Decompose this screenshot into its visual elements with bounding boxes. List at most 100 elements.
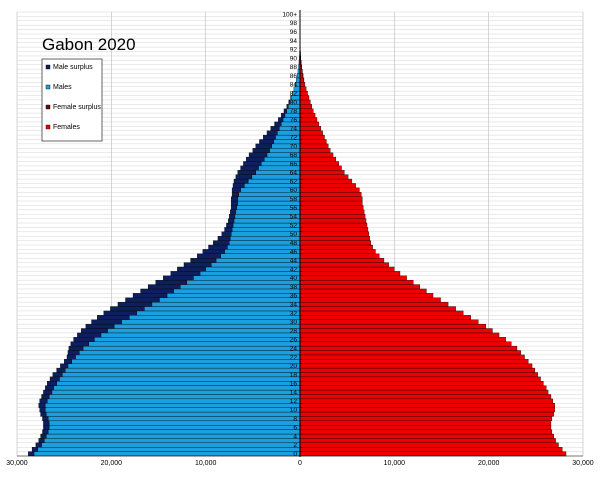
- male-surplus-bar: [155, 279, 187, 285]
- age-label: 86: [290, 73, 298, 80]
- female-bar: [299, 192, 362, 197]
- male-surplus-bar: [60, 363, 69, 369]
- male-bar: [45, 403, 301, 408]
- male-bar: [121, 319, 301, 325]
- male-surplus-bar: [224, 227, 233, 232]
- age-label: 12: [290, 398, 298, 405]
- age-label: 64: [290, 170, 298, 177]
- female-bar: [299, 389, 549, 395]
- x-tick-label: 20,000: [478, 460, 500, 467]
- male-bar: [48, 420, 301, 426]
- male-surplus-bar: [278, 117, 284, 123]
- male-surplus-bar: [170, 271, 201, 276]
- male-surplus-bar: [77, 332, 102, 338]
- female-bar: [299, 205, 364, 210]
- female-bar: [299, 227, 369, 232]
- male-surplus-bar: [243, 161, 262, 167]
- female-bar: [299, 315, 471, 320]
- male-surplus-bar: [28, 451, 35, 457]
- male-surplus-bar: [230, 200, 238, 206]
- male-surplus-bar: [91, 319, 122, 325]
- age-label: 18: [290, 372, 298, 379]
- age-label: 66: [290, 161, 298, 168]
- female-bar: [299, 442, 559, 448]
- male-bar: [51, 389, 301, 395]
- age-label: 74: [290, 126, 298, 133]
- male-surplus-bar: [56, 367, 66, 373]
- x-tick-label: 20,000: [101, 460, 123, 467]
- male-surplus-bar: [288, 99, 290, 105]
- female-bar: [299, 416, 553, 422]
- age-label: 82: [290, 91, 298, 98]
- age-label: 30: [290, 319, 298, 326]
- age-label: 20: [290, 363, 298, 370]
- male-surplus-bar: [85, 323, 115, 329]
- male-surplus-bar: [68, 345, 84, 351]
- male-bar: [224, 249, 301, 254]
- age-label: 42: [290, 266, 298, 273]
- female-bar: [299, 275, 407, 281]
- age-label: 22: [290, 354, 298, 361]
- female-bar: [299, 359, 529, 364]
- legend: Male surplus Males Female surplus Females: [41, 58, 103, 142]
- male-surplus-bar: [248, 152, 268, 158]
- male-bar: [166, 293, 301, 298]
- age-label: 78: [290, 108, 298, 115]
- male-surplus-bar: [226, 222, 234, 228]
- age-label: 72: [290, 134, 298, 141]
- male-surplus-bar: [230, 196, 238, 202]
- age-label: 36: [290, 293, 298, 300]
- male-surplus-bar: [52, 372, 63, 378]
- male-surplus-bar: [255, 143, 272, 149]
- male-bar: [144, 306, 301, 312]
- chart-title: Gabon 2020: [42, 35, 136, 54]
- age-label: 98: [290, 20, 298, 27]
- age-label: 14: [290, 389, 298, 396]
- legend-swatch: [45, 64, 51, 70]
- age-label: 56: [290, 205, 298, 212]
- male-bar: [44, 438, 301, 443]
- age-label: 80: [290, 99, 298, 106]
- age-label: 94: [290, 38, 298, 45]
- male-bar: [88, 341, 301, 347]
- male-bar: [113, 323, 301, 329]
- male-bar: [48, 394, 301, 400]
- male-surplus-bar: [49, 376, 60, 382]
- female-bar: [299, 200, 363, 206]
- legend-label: Females: [53, 124, 80, 131]
- male-bar: [100, 332, 301, 338]
- female-bar: [299, 218, 367, 224]
- age-label: 100+: [282, 11, 297, 18]
- x-tick-label: 10,000: [384, 460, 406, 467]
- male-bar: [47, 416, 301, 422]
- female-bar: [299, 398, 553, 404]
- female-bar: [299, 332, 500, 338]
- male-surplus-bar: [80, 328, 108, 334]
- male-bar: [186, 279, 301, 285]
- male-bar: [46, 433, 301, 439]
- female-bar: [299, 407, 555, 413]
- age-label: 44: [290, 258, 298, 265]
- male-bar: [47, 398, 301, 404]
- female-bar: [299, 244, 373, 250]
- female-bar: [299, 411, 554, 417]
- male-surplus-bar: [228, 218, 235, 224]
- male-surplus-bar: [43, 389, 53, 395]
- male-surplus-bar: [31, 447, 38, 452]
- male-bar: [67, 363, 301, 369]
- male-surplus-bar: [230, 205, 237, 210]
- male-surplus-bar: [132, 293, 168, 298]
- female-bar: [299, 354, 525, 360]
- legend-swatch: [45, 84, 51, 90]
- age-label: 38: [290, 284, 298, 291]
- age-label: 46: [290, 249, 298, 256]
- female-bar: [299, 345, 518, 351]
- female-bar: [299, 433, 554, 439]
- male-surplus-bar: [147, 284, 181, 290]
- female-bar: [299, 279, 414, 285]
- age-label: 54: [290, 214, 298, 221]
- male-bar: [33, 451, 301, 457]
- age-label: 0: [293, 451, 297, 458]
- female-bar: [299, 301, 449, 307]
- age-label: 28: [290, 328, 298, 335]
